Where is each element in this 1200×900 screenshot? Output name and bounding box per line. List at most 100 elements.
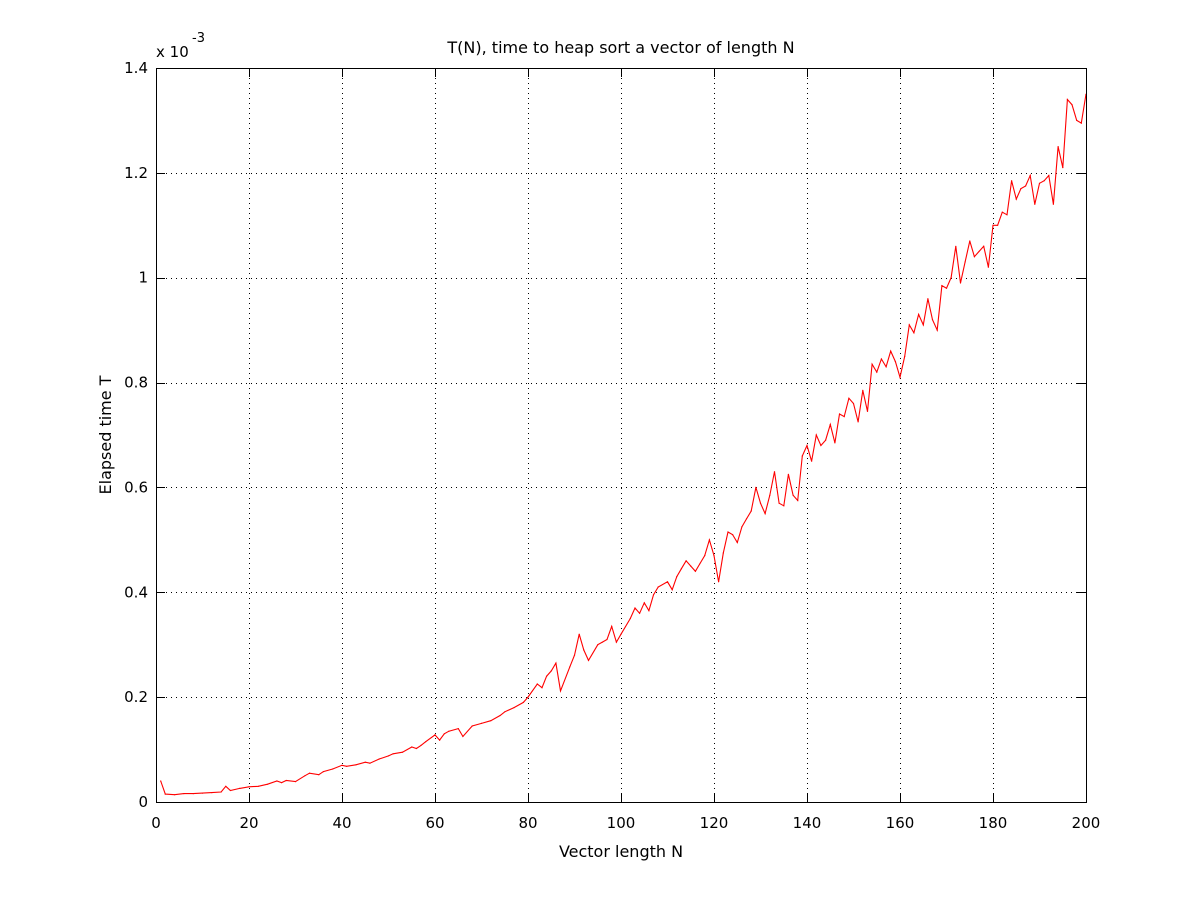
data-point — [983, 245, 985, 247]
data-point — [1066, 98, 1068, 101]
data-point — [174, 794, 176, 796]
x-tick-label: 80 — [518, 814, 537, 832]
x-tick-label: 180 — [979, 814, 1008, 832]
data-point — [634, 607, 636, 609]
data-point — [955, 245, 957, 247]
x-tick-label: 120 — [700, 814, 729, 832]
data-point — [704, 555, 706, 557]
y-axis-label: Elapsed time T — [96, 375, 115, 494]
y-tick-label: 1 — [138, 269, 148, 287]
data-point — [504, 711, 506, 713]
data-point — [815, 434, 817, 436]
data-point — [364, 761, 366, 763]
data-point — [318, 774, 320, 776]
data-point — [346, 765, 348, 767]
data-point — [950, 277, 952, 279]
data-point — [1038, 182, 1041, 184]
data-point — [769, 494, 771, 496]
data-point — [666, 581, 669, 583]
y-tick-label: 1.4 — [124, 59, 148, 77]
data-point — [1015, 198, 1017, 200]
data-point — [201, 792, 204, 794]
data-point — [866, 410, 869, 412]
grid-lines — [156, 68, 1086, 802]
data-point — [680, 568, 683, 570]
x-tick-label: 60 — [425, 814, 444, 832]
data-point — [834, 442, 836, 444]
data-point — [220, 791, 222, 793]
data-point — [927, 298, 929, 300]
data-point — [759, 502, 762, 504]
data-point — [969, 240, 971, 242]
data-point — [639, 612, 641, 614]
y-tick-label: 0.6 — [124, 478, 148, 496]
data-point — [973, 256, 976, 258]
data-point — [825, 439, 827, 441]
data-point — [1071, 104, 1073, 106]
data-point — [369, 762, 371, 764]
data-point — [1062, 167, 1064, 169]
data-point — [1043, 180, 1045, 182]
data-point — [480, 722, 483, 725]
data-point — [732, 534, 734, 536]
data-point — [904, 355, 906, 357]
data-point — [1011, 180, 1013, 182]
data-point — [857, 421, 859, 423]
y-tick-label: 0.2 — [124, 688, 148, 706]
data-point — [522, 701, 525, 704]
data-point — [811, 460, 813, 462]
data-point — [843, 416, 845, 418]
data-point — [997, 224, 999, 226]
y-tick-label: 1.2 — [124, 164, 148, 182]
data-point — [922, 324, 924, 326]
data-point — [871, 363, 873, 365]
data-point — [471, 725, 473, 727]
data-point — [229, 789, 231, 792]
data-point — [267, 783, 269, 785]
y-tick-label: 0.4 — [124, 583, 148, 601]
data-point — [294, 781, 297, 783]
data-point — [462, 735, 464, 738]
data-point — [894, 361, 897, 363]
data-point — [773, 471, 776, 473]
data-point — [945, 287, 948, 289]
data-point — [606, 638, 608, 641]
data-point — [936, 329, 938, 331]
data-point — [499, 714, 501, 717]
data-point — [690, 565, 692, 567]
data-point — [550, 670, 552, 672]
data-point — [736, 541, 738, 544]
data-point — [248, 786, 250, 788]
data-point — [778, 502, 780, 504]
data-point — [304, 775, 306, 777]
data-point — [601, 641, 604, 643]
data-point — [987, 266, 990, 268]
data-point — [1001, 211, 1003, 213]
data-point — [392, 753, 394, 755]
data-point — [527, 696, 529, 698]
data-point — [648, 610, 650, 612]
data-point — [308, 772, 311, 774]
data-point — [332, 768, 334, 770]
data-point — [685, 560, 687, 562]
data-point — [908, 324, 910, 326]
y-tick-label: 0 — [138, 793, 148, 811]
data-point — [913, 332, 915, 334]
y-multiplier-label: x 10 — [156, 43, 189, 61]
data-point — [457, 728, 459, 730]
data-point — [820, 444, 822, 447]
data-point — [829, 423, 831, 426]
series-layer — [160, 93, 1087, 796]
data-point — [276, 780, 278, 782]
data-point — [838, 413, 841, 415]
data-point — [355, 764, 357, 766]
data-point — [671, 589, 673, 591]
data-point — [755, 486, 757, 488]
x-tick-label: 100 — [607, 814, 636, 832]
data-point — [745, 518, 748, 520]
data-point — [425, 741, 427, 743]
data-point — [1076, 119, 1078, 121]
data-point — [546, 675, 548, 677]
data-point — [578, 633, 580, 635]
